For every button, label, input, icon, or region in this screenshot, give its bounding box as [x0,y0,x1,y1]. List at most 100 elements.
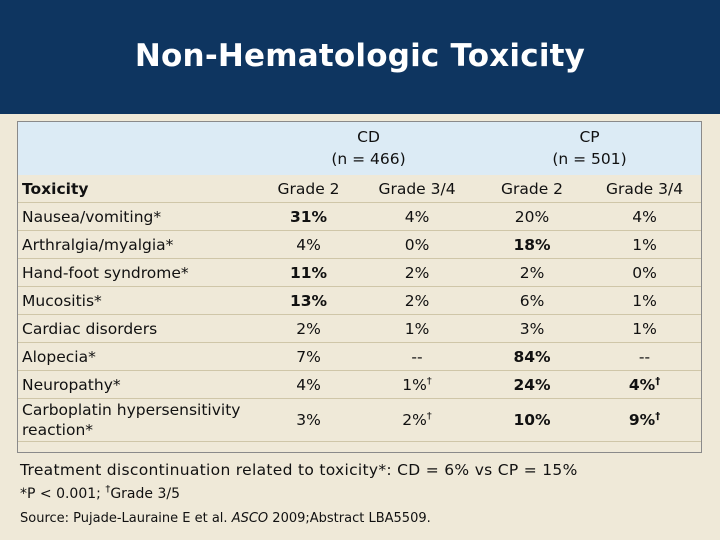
table-row: Cardiac disorders 2% 1% 3% 1% [17,314,703,343]
cell-value: 4% [296,235,321,254]
cell-value: 1% [632,319,657,338]
source-journal: ASCO [231,511,269,526]
row-label: Neuropathy* [17,370,260,399]
cell-value: 13% [289,291,328,310]
dagger-mark: † [105,484,111,495]
table-cell: 4%† [587,370,703,399]
table-row: Arthralgia/myalgia* 4% 0% 18% 1% [17,230,703,259]
table-cell: 2% [357,258,478,287]
toxicity-table: CD (n = 466) CP (n = 501) Toxicity Grade… [17,121,703,442]
column-header: Grade 2 [260,175,357,203]
table-row: Carboplatin hypersensitivity reaction* 3%… [17,398,703,442]
cell-value: 11% [289,263,328,282]
cell-value: 2% [404,263,430,282]
column-header: Grade 3/4 [357,175,478,203]
cell-value: 2% [402,411,427,429]
table-cell: 1%† [357,370,478,399]
cell-value: 2% [296,319,321,338]
table-row: Nausea/vomiting* 31% 4% 20% 4% [17,202,703,231]
table-cell: 13% [260,286,357,315]
table-cell: 2%† [357,398,478,442]
cell-value: 31% [289,207,328,226]
row-label: Alopecia* [17,342,260,371]
cell-value: 10% [513,411,551,429]
cell-value: 24% [513,375,551,394]
cell-value: 6% [519,291,545,310]
table-row: Alopecia* 7% -- 84% -- [17,342,703,371]
cell-value: 7% [296,347,321,366]
row-label: Arthralgia/myalgia* [17,230,260,259]
table-cell: 20% [477,202,588,231]
cell-value: 2% [404,291,430,310]
cell-value: 9% [628,411,656,429]
group-n: (n = 501) [552,150,627,168]
cell-value: 18% [513,235,551,254]
cell-value: 0% [404,235,430,254]
p-value-note: *P < 0.001; [20,486,106,502]
source-citation: Source: Pujade-Lauraine E et al. ASCO 20… [20,511,431,526]
group-header-row: CD (n = 466) CP (n = 501) [17,121,703,175]
table-cell: 4% [587,202,703,231]
group-header-cp: CP (n = 501) [477,121,703,175]
table-cell: 0% [357,230,478,259]
cell-value: 1% [632,235,657,254]
source-suffix: 2009;Abstract LBA5509. [268,511,431,526]
source-prefix: Source: Pujade-Lauraine E et al. [20,511,232,526]
table-cell: 1% [587,230,703,259]
dagger-mark: † [426,375,432,387]
grade-note: Grade 3/5 [110,486,180,502]
cell-value: 4% [296,375,321,394]
row-label: Carboplatin hypersensitivity reaction* [17,398,260,442]
cell-value: 20% [514,207,550,226]
empty-header-cell [17,121,260,175]
table-cell: 1% [587,286,703,315]
cell-value: 4% [632,207,657,226]
table-cell: 1% [587,314,703,343]
dagger-mark: † [426,411,432,422]
group-name: CD [357,128,380,146]
cell-value: 1% [404,319,430,338]
group-name: CP [579,128,600,146]
table-cell: -- [357,342,478,371]
cell-value: 84% [513,347,551,366]
row-label: Cardiac disorders [17,314,260,343]
table-row: Mucositis* 13% 2% 6% 1% [17,286,703,315]
dagger-mark: † [655,375,661,387]
table-cell: 4% [260,230,357,259]
column-header: Grade 3/4 [587,175,703,203]
cell-value: 1% [632,291,657,310]
table-cell: 7% [260,342,357,371]
table-cell: 2% [357,286,478,315]
title-bar [0,0,720,114]
table-cell: 1% [357,314,478,343]
table-cell: 10% [477,398,588,442]
table-cell: 6% [477,286,588,315]
slide-title: Non-Hematologic Toxicity [134,38,586,74]
table-cell: 11% [260,258,357,287]
column-header-row: Toxicity Grade 2 Grade 3/4 Grade 2 Grade… [17,175,703,203]
table-cell: 18% [477,230,588,259]
table-cell: 3% [260,398,357,442]
row-label: Mucositis* [17,286,260,315]
row-header-label: Toxicity [17,175,260,203]
table-cell: 9%† [587,398,703,442]
table-cell: 2% [477,258,588,287]
discontinuation-footnote: Treatment discontinuation related to tox… [20,461,578,479]
table-cell: 31% [260,202,357,231]
cell-value: 3% [519,319,545,338]
table-row: Neuropathy* 4% 1%† 24% 4%† [17,370,703,399]
table-cell: 2% [260,314,357,343]
group-n: (n = 466) [331,150,406,168]
cell-value: 4% [404,207,430,226]
table-cell: 84% [477,342,588,371]
significance-footnote: *P < 0.001; †Grade 3/5 [20,484,180,503]
cell-value: 2% [519,263,545,282]
column-header: Grade 2 [477,175,588,203]
cell-value: -- [638,347,651,366]
table-row: Hand-foot syndrome* 11% 2% 2% 0% [17,258,703,287]
cell-value: -- [411,347,423,366]
table-cell: 0% [587,258,703,287]
cell-value: 4% [628,375,656,394]
group-header-cd: CD (n = 466) [260,121,478,175]
table-cell: 3% [477,314,588,343]
